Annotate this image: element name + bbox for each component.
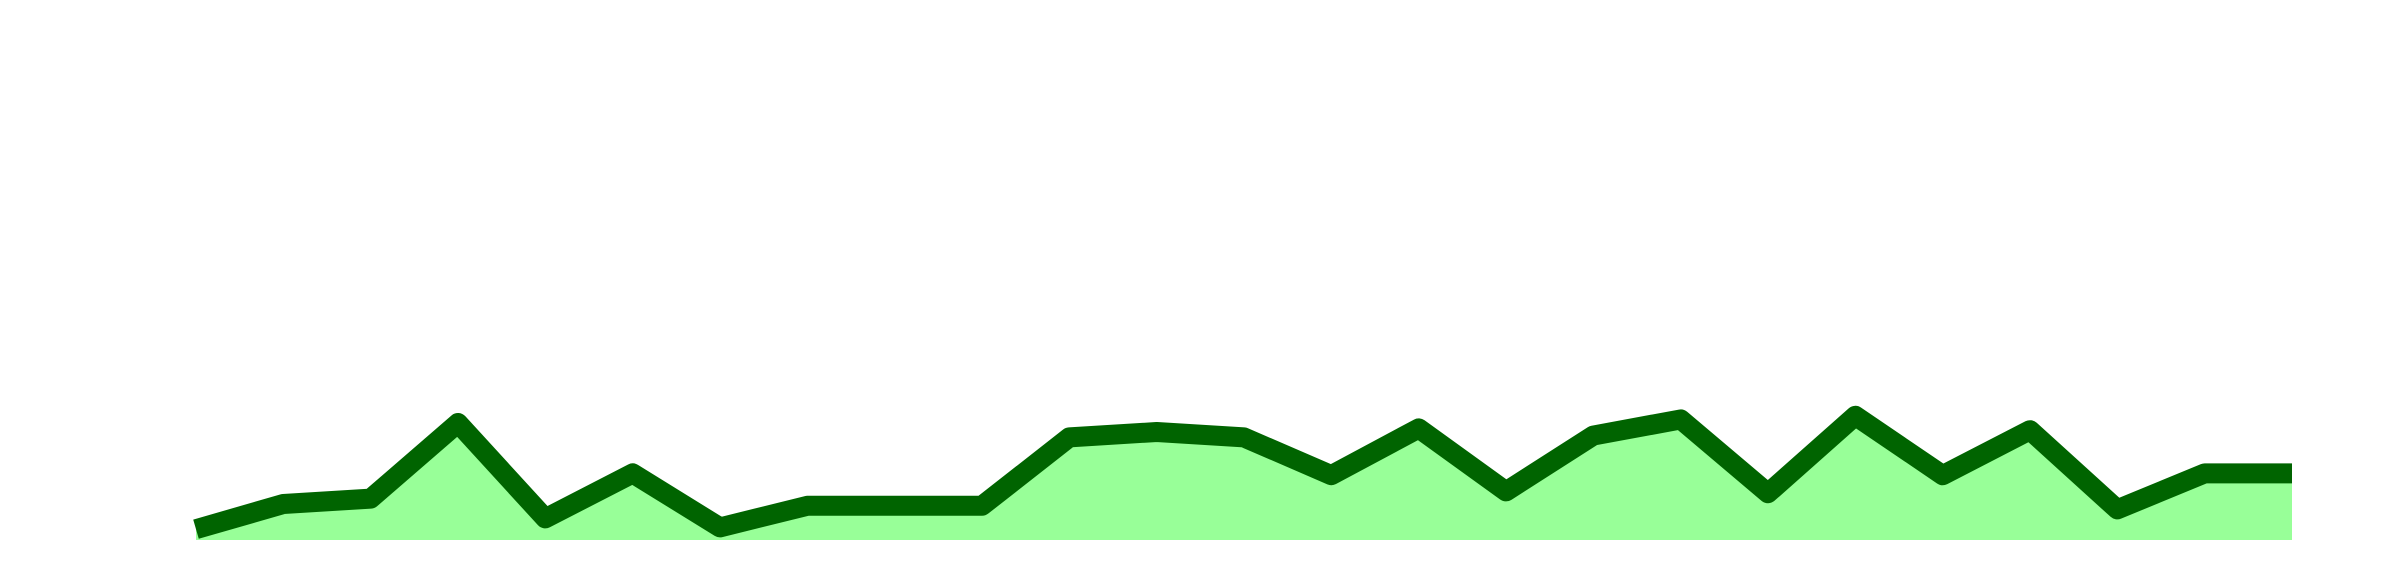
series-line (193, 405, 2292, 539)
area-fill (196, 415, 2292, 540)
